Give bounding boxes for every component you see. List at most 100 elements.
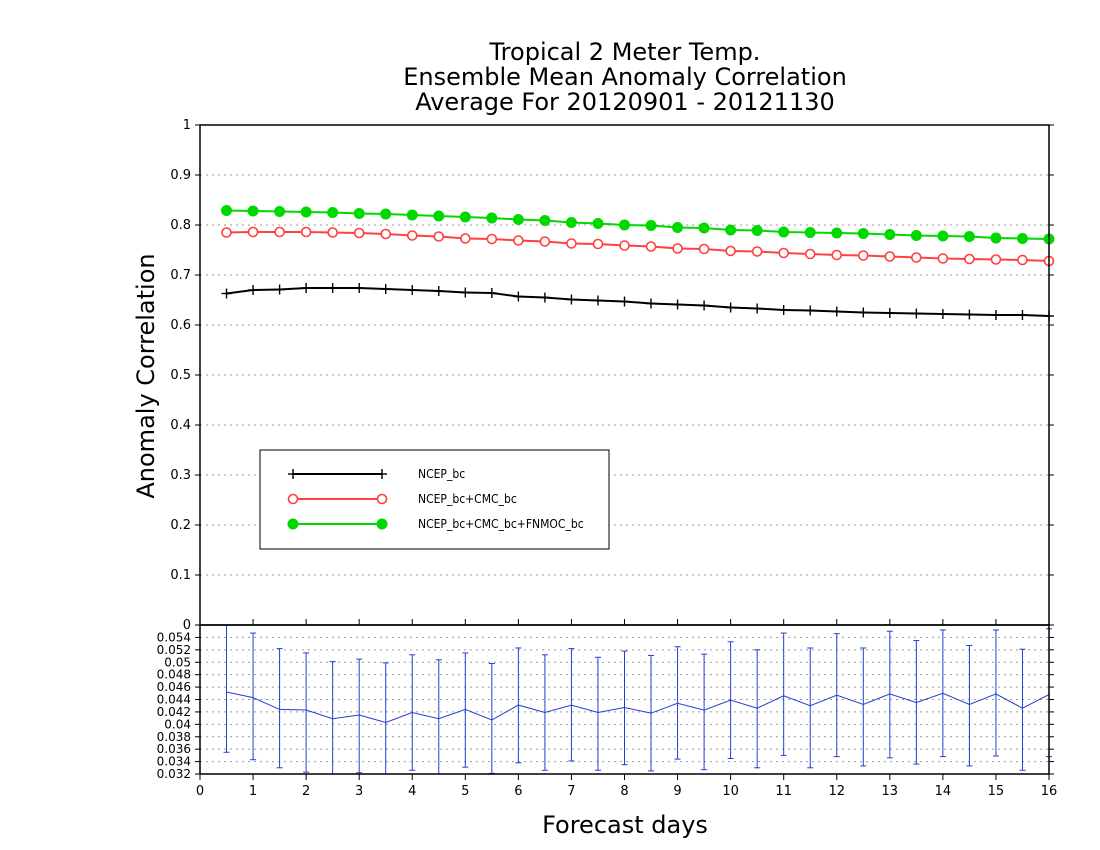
data-point bbox=[406, 230, 418, 241]
bottom-y-tick-label: 0.032 bbox=[157, 767, 191, 781]
data-point bbox=[406, 209, 418, 221]
data-point bbox=[645, 241, 657, 252]
data-point bbox=[376, 493, 388, 505]
data-point bbox=[274, 206, 286, 217]
data-point bbox=[486, 233, 498, 245]
data-point bbox=[221, 227, 232, 238]
data-point bbox=[353, 208, 365, 219]
data-point bbox=[327, 227, 338, 238]
data-point bbox=[380, 208, 392, 220]
y-axis-title: Anomaly Correlation bbox=[132, 253, 160, 498]
data-point bbox=[592, 238, 604, 250]
x-tick-label: 14 bbox=[935, 784, 952, 799]
bottom-y-tick-label: 0.054 bbox=[157, 630, 191, 644]
chart-title-line-2: Ensemble Mean Anomaly Correlation bbox=[403, 63, 847, 91]
data-point bbox=[698, 243, 710, 255]
data-point bbox=[287, 518, 299, 530]
bottom-panel-series bbox=[223, 624, 1052, 775]
data-point bbox=[964, 253, 975, 265]
data-point bbox=[221, 205, 233, 216]
series-NCEP_bc+CMC_bc+FNMOC_bc bbox=[221, 205, 1055, 245]
data-point bbox=[751, 225, 763, 236]
x-axis-title: Forecast days bbox=[542, 811, 708, 839]
top-y-tick-label: 0.5 bbox=[170, 368, 191, 383]
data-point bbox=[910, 230, 922, 241]
data-point bbox=[778, 247, 789, 259]
bottom-y-tick-label: 0.042 bbox=[157, 705, 191, 719]
data-point bbox=[725, 224, 737, 236]
data-point bbox=[645, 220, 657, 231]
series-NCEP_bc bbox=[221, 283, 1054, 321]
bottom-y-tick-label: 0.05 bbox=[164, 655, 191, 669]
data-point bbox=[300, 226, 312, 238]
data-point bbox=[990, 254, 1002, 265]
x-tick-label: 11 bbox=[775, 784, 792, 799]
data-point bbox=[539, 215, 551, 226]
data-point bbox=[353, 227, 365, 239]
bottom-y-tick-label: 0.038 bbox=[157, 730, 191, 744]
data-point bbox=[831, 249, 843, 261]
legend-label: NCEP_bc+CMC_bc bbox=[418, 492, 517, 506]
x-tick-label: 16 bbox=[1041, 784, 1058, 799]
x-tick-label: 7 bbox=[567, 784, 575, 799]
bottom-y-tick-label: 0.046 bbox=[157, 680, 191, 694]
data-point bbox=[990, 232, 1002, 244]
data-point bbox=[433, 231, 445, 242]
legend-label: NCEP_bc+CMC_bc+FNMOC_bc bbox=[418, 517, 584, 531]
data-point bbox=[247, 205, 259, 217]
top-y-tick-label: 0 bbox=[183, 618, 191, 633]
data-point bbox=[565, 217, 577, 228]
data-point bbox=[725, 245, 736, 257]
data-point bbox=[884, 251, 896, 262]
x-tick-label: 2 bbox=[302, 784, 310, 799]
bottom-y-tick-label: 0.048 bbox=[157, 668, 191, 682]
data-point bbox=[831, 227, 843, 239]
x-tick-label: 12 bbox=[828, 784, 845, 799]
data-point bbox=[459, 211, 471, 223]
data-point bbox=[672, 222, 684, 233]
x-tick-label: 5 bbox=[461, 784, 469, 799]
series-line bbox=[226, 209, 1050, 240]
x-axis: 0 1 2 3 4 5 6 7 8 9 10 11 12 13 14 15 16 bbox=[196, 619, 1057, 799]
top-y-tick-label: 0.1 bbox=[170, 568, 191, 583]
top-y-tick-label: 1 bbox=[183, 118, 191, 133]
data-point bbox=[804, 227, 816, 238]
x-tick-label: 13 bbox=[882, 784, 899, 799]
data-point bbox=[512, 214, 524, 225]
data-point bbox=[1017, 254, 1028, 266]
legend: NCEP_bc NCEP_bc+CMC_bc NCEP_bc+CMC_bc+FNMO… bbox=[259, 449, 610, 550]
data-point bbox=[300, 206, 312, 218]
data-point bbox=[698, 222, 710, 234]
top-panel-y-axis: 0 0.1 0.2 0.3 0.4 0.5 0.6 0.7 0.8 0.9 1 bbox=[170, 118, 1054, 633]
data-point bbox=[1016, 233, 1028, 244]
series-NCEP_bc+CMC_bc bbox=[221, 226, 1055, 267]
top-y-tick-label: 0.6 bbox=[170, 318, 191, 333]
data-point bbox=[592, 218, 604, 229]
data-point bbox=[376, 518, 388, 530]
data-point bbox=[539, 236, 551, 247]
data-point bbox=[937, 230, 949, 242]
data-point bbox=[619, 240, 630, 251]
bottom-panel-y-axis: 0.0320.0340.0360.0380.040.0420.0440.0460… bbox=[157, 630, 1054, 781]
data-point bbox=[287, 493, 299, 505]
chart-title-line-3: Average For 20120901 - 20121130 bbox=[415, 88, 835, 116]
data-point bbox=[857, 250, 869, 261]
bottom-y-tick-label: 0.036 bbox=[157, 742, 191, 756]
data-point bbox=[857, 228, 869, 239]
top-y-tick-label: 0.8 bbox=[170, 218, 191, 233]
bottom-y-tick-label: 0.044 bbox=[157, 693, 191, 707]
legend-label: NCEP_bc bbox=[418, 467, 465, 481]
data-point bbox=[778, 226, 790, 238]
x-tick-label: 6 bbox=[514, 784, 522, 799]
data-point bbox=[274, 226, 285, 238]
x-tick-label: 0 bbox=[196, 784, 204, 799]
data-point bbox=[566, 238, 577, 249]
chart-titles: Tropical 2 Meter Temp. Ensemble Mean Ano… bbox=[403, 38, 847, 116]
top-y-tick-label: 0.2 bbox=[170, 518, 191, 533]
x-tick-label: 9 bbox=[673, 784, 681, 799]
data-point bbox=[911, 252, 922, 263]
data-point bbox=[619, 219, 630, 231]
x-tick-label: 8 bbox=[620, 784, 628, 799]
series-line bbox=[226, 287, 1050, 317]
